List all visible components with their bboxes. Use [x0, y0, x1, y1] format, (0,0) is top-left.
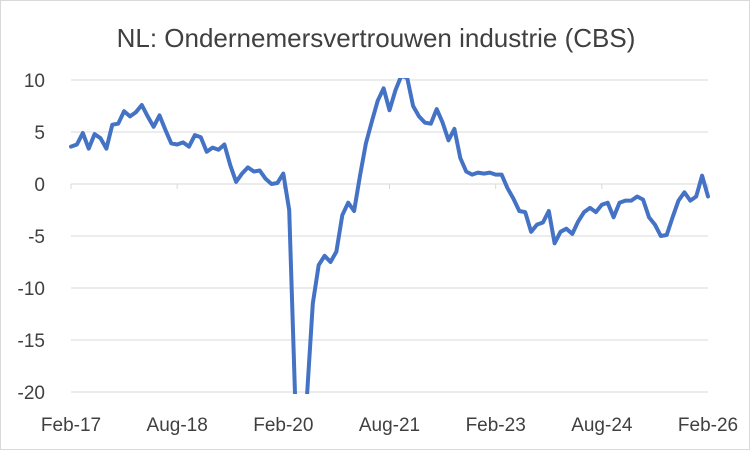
y-tick-label: -20	[18, 383, 45, 404]
chart-title: NL: Ondernemersvertrouwen industrie (CBS…	[117, 23, 636, 53]
y-tick-label: 10	[24, 71, 45, 92]
gridlines	[70, 79, 709, 393]
x-tick-label: Aug-18	[147, 415, 208, 436]
x-axis-tick-labels: Feb-17 Aug-18 Feb-20 Aug-21 Feb-23 Aug-24 Feb-…	[41, 415, 738, 436]
series-line	[69, 78, 710, 394]
x-tick-label: Feb-26	[678, 415, 738, 436]
y-tick-label: -15	[18, 331, 45, 352]
y-tick-label: -5	[28, 227, 45, 248]
y-tick-label: 5	[34, 123, 45, 144]
x-tick-label: Aug-21	[359, 415, 420, 436]
y-tick-label: 0	[34, 175, 45, 196]
x-tick-label: Feb-23	[466, 415, 526, 436]
y-axis-tick-labels: 10 5 0 -5 -10 -15 -20	[18, 71, 45, 404]
x-tick-label: Aug-24	[571, 415, 633, 436]
x-tick-label: Feb-17	[41, 415, 101, 436]
y-tick-label: -10	[18, 279, 45, 300]
x-tick-label: Feb-20	[253, 415, 313, 436]
series-line-group	[69, 78, 710, 394]
